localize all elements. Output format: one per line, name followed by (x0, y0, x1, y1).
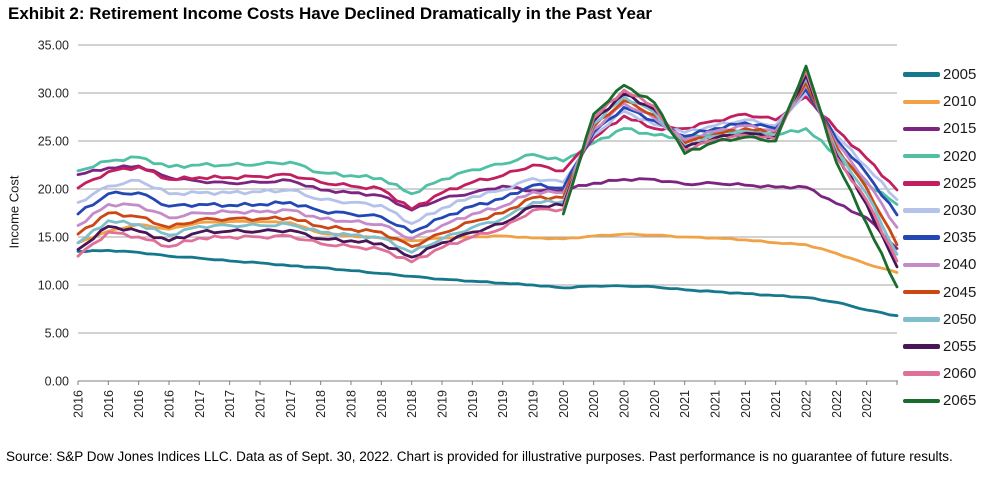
legend: 2005 2010 2015 2020 2025 2030 2035 2040 2045 2050… (903, 61, 976, 414)
x-tick-label: 2017 (193, 390, 207, 418)
x-tick-label: 2016 (102, 390, 116, 418)
legend-swatch (903, 317, 940, 322)
legend-label: 2005 (943, 66, 977, 84)
x-tick-label: 2019 (527, 390, 541, 418)
legend-label: 2030 (943, 202, 977, 220)
legend-item: 2040 (903, 251, 976, 278)
legend-swatch (903, 344, 940, 349)
legend-item: 2030 (903, 197, 976, 224)
x-tick-label: 2022 (860, 390, 874, 418)
x-tick-label: 2020 (587, 390, 601, 418)
legend-swatch (903, 262, 940, 268)
legend-label: 2020 (943, 147, 977, 165)
legend-swatch (903, 371, 940, 376)
series-line-2005 (76, 248, 899, 318)
x-tick-label: 2021 (769, 390, 783, 418)
legend-item: 2050 (903, 306, 976, 333)
y-tick-label: 25.00 (38, 135, 69, 149)
series-line-2060 (76, 69, 899, 264)
x-tick-label: 2016 (72, 390, 86, 418)
series-line-2055 (76, 73, 899, 269)
legend-item: 2065 (903, 387, 976, 414)
x-tick-label: 2019 (436, 390, 450, 418)
x-tick-label: 2018 (375, 390, 389, 418)
y-tick-label: 15.00 (38, 231, 69, 245)
legend-label: 2055 (943, 337, 977, 355)
x-tick-label: 2017 (254, 390, 268, 418)
y-tick-label: 35.00 (38, 39, 69, 53)
legend-label: 2045 (943, 283, 977, 301)
y-tick-label: 20.00 (38, 183, 69, 197)
x-tick-label: 2022 (800, 390, 814, 418)
x-tick-label: 2020 (557, 390, 571, 418)
x-tick-label: 2018 (345, 390, 359, 418)
legend-swatch (903, 126, 940, 132)
y-tick-label: 30.00 (38, 87, 69, 101)
series-line-2035 (76, 87, 899, 234)
x-tick-label: 2016 (132, 390, 146, 418)
x-tick-label: 2018 (405, 390, 419, 418)
legend-item: 2055 (903, 333, 976, 360)
legend-item: 2025 (903, 170, 976, 197)
x-tick-label: 2021 (709, 390, 723, 418)
x-tick-label: 2021 (678, 390, 692, 418)
series-line-2025 (76, 95, 899, 211)
legend-label: 2015 (943, 120, 977, 138)
legend-swatch (903, 289, 940, 295)
source-note: Source: S&P Dow Jones Indices LLC. Data … (6, 449, 953, 464)
legend-swatch (903, 235, 940, 240)
legend-label: 2050 (943, 310, 977, 328)
x-tick-label: 2017 (223, 390, 237, 418)
x-tick-label: 2017 (284, 390, 298, 418)
x-tick-label: 2019 (466, 390, 480, 418)
y-tick-label: 5.00 (45, 327, 69, 341)
x-tick-label: 2016 (163, 390, 177, 418)
x-tick-label: 2018 (314, 390, 328, 418)
series-line-2010 (76, 219, 899, 274)
legend-label: 2040 (943, 256, 977, 274)
series-line-2015 (76, 164, 899, 250)
legend-label: 2025 (943, 174, 977, 192)
legend-item: 2020 (903, 143, 976, 170)
legend-label: 2035 (943, 229, 977, 247)
legend-swatch (903, 398, 940, 404)
legend-label: 2010 (943, 93, 977, 111)
y-tick-label: 0.00 (45, 375, 69, 389)
series-line-2040 (76, 83, 899, 241)
legend-swatch (903, 208, 940, 213)
series-line-2020 (76, 127, 899, 206)
legend-swatch (903, 72, 940, 77)
chart-title: Exhibit 2: Retirement Income Costs Have … (8, 4, 653, 23)
legend-item: 2035 (903, 224, 976, 251)
x-tick-label: 2021 (739, 390, 753, 418)
legend-item: 2060 (903, 360, 976, 387)
legend-swatch (903, 181, 940, 186)
legend-item: 2045 (903, 279, 976, 306)
legend-item: 2010 (903, 88, 976, 115)
x-tick-label: 2019 (496, 390, 510, 418)
legend-item: 2015 (903, 115, 976, 142)
legend-item: 2005 (903, 61, 976, 88)
y-tick-label: 10.00 (38, 279, 69, 293)
legend-label: 2065 (943, 392, 977, 410)
x-tick-label: 2022 (830, 390, 844, 418)
series-line-2065 (561, 64, 899, 289)
legend-label: 2060 (943, 365, 977, 383)
x-tick-label: 2020 (648, 390, 662, 418)
legend-swatch (903, 153, 940, 159)
legend-swatch (903, 99, 940, 105)
series-line-2045 (76, 81, 899, 249)
plot-area: 0.00 5.00 10.00 15.00 20.00 25.00 30.00 35.00 20… (38, 39, 899, 418)
x-tick-label: 2020 (618, 390, 632, 418)
